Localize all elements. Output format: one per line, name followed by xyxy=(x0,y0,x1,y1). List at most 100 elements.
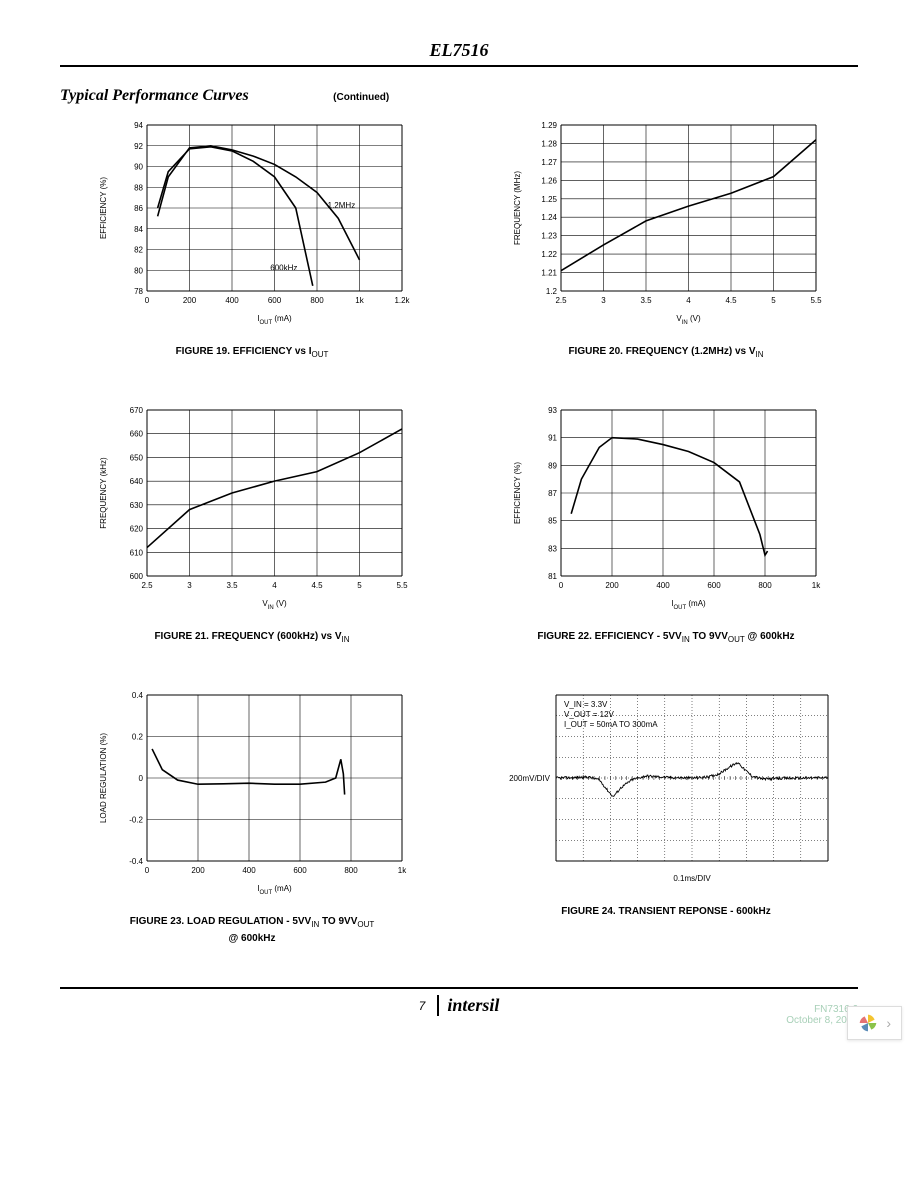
svg-text:V_OUT = 12V: V_OUT = 12V xyxy=(564,710,615,719)
svg-text:0.4: 0.4 xyxy=(132,691,144,700)
svg-text:670: 670 xyxy=(130,406,144,415)
svg-text:0.1ms/DIV: 0.1ms/DIV xyxy=(673,874,711,883)
svg-text:4.5: 4.5 xyxy=(725,296,737,305)
svg-text:630: 630 xyxy=(130,501,144,510)
charts-grid: 02004006008001k1.2k788082848688909294IOU… xyxy=(60,117,858,947)
svg-text:87: 87 xyxy=(548,489,557,498)
svg-text:4.5: 4.5 xyxy=(311,581,323,590)
svg-text:1.26: 1.26 xyxy=(541,176,557,185)
svg-text:VIN (V): VIN (V) xyxy=(262,599,287,611)
svg-text:200: 200 xyxy=(191,866,205,875)
svg-text:0: 0 xyxy=(559,581,564,590)
svg-text:0: 0 xyxy=(145,866,150,875)
svg-text:1.28: 1.28 xyxy=(541,139,557,148)
svg-text:800: 800 xyxy=(310,296,324,305)
svg-text:5.5: 5.5 xyxy=(810,296,822,305)
svg-text:5: 5 xyxy=(771,296,776,305)
chart-svg-19: 02004006008001k1.2k788082848688909294IOU… xyxy=(92,117,412,327)
figure-24: 200mV/DIV 0.1ms/DIV V_IN = 3.3VV_OUT = 12V… xyxy=(474,687,858,948)
svg-text:600: 600 xyxy=(130,572,144,581)
svg-text:LOAD REGULATION (%): LOAD REGULATION (%) xyxy=(99,732,108,822)
svg-text:91: 91 xyxy=(548,433,557,442)
svg-text:-0.2: -0.2 xyxy=(129,815,143,824)
svg-text:660: 660 xyxy=(130,430,144,439)
svg-text:640: 640 xyxy=(130,477,144,486)
svg-text:FREQUENCY (MHz): FREQUENCY (MHz) xyxy=(513,171,522,245)
chart-svg-24: 200mV/DIV 0.1ms/DIV V_IN = 3.3VV_OUT = 12V… xyxy=(496,687,836,887)
svg-text:85: 85 xyxy=(548,516,557,525)
svg-text:0: 0 xyxy=(145,296,150,305)
page-header-title: EL7516 xyxy=(60,40,858,67)
continued-label: (Continued) xyxy=(333,92,389,103)
svg-text:88: 88 xyxy=(134,183,143,192)
svg-text:EFFICIENCY (%): EFFICIENCY (%) xyxy=(99,177,108,239)
svg-text:800: 800 xyxy=(344,866,358,875)
svg-text:1k: 1k xyxy=(355,296,364,305)
svg-text:1k: 1k xyxy=(398,866,407,875)
caption-20: FIGURE 20. FREQUENCY (1.2MHz) vs VIN xyxy=(568,344,763,362)
chart-svg-23: 0 200 400 600 800 1k -0.4 -0.2 0 0.2 0.4 IOUT (mA) L… xyxy=(92,687,412,897)
svg-text:1.2k: 1.2k xyxy=(394,296,410,305)
svg-text:92: 92 xyxy=(134,142,143,151)
svg-text:89: 89 xyxy=(548,461,557,470)
svg-text:1k: 1k xyxy=(812,581,821,590)
svg-text:2.5: 2.5 xyxy=(555,296,567,305)
svg-text:1.29: 1.29 xyxy=(541,121,557,130)
page-footer: 7 intersil xyxy=(60,987,858,1016)
svg-text:610: 610 xyxy=(130,548,144,557)
caption-24: FIGURE 24. TRANSIENT REPONSE - 600kHz xyxy=(561,904,771,920)
figure-21: 2.533.544.555.5600610620630640650660670V… xyxy=(60,402,444,647)
footer-logo: intersil xyxy=(437,995,499,1016)
svg-text:600: 600 xyxy=(707,581,721,590)
svg-text:78: 78 xyxy=(134,287,143,296)
section-title: Typical Performance Curves xyxy=(60,87,249,105)
svg-text:90: 90 xyxy=(134,163,143,172)
svg-text:IOUT (mA): IOUT (mA) xyxy=(257,884,292,896)
svg-text:81: 81 xyxy=(548,572,557,581)
svg-text:600: 600 xyxy=(268,296,282,305)
figure-23: 0 200 400 600 800 1k -0.4 -0.2 0 0.2 0.4 IOUT (mA) L… xyxy=(60,687,444,948)
svg-text:600: 600 xyxy=(293,866,307,875)
svg-text:94: 94 xyxy=(134,121,143,130)
svg-text:650: 650 xyxy=(130,453,144,462)
svg-text:4: 4 xyxy=(272,581,277,590)
figure-19: 02004006008001k1.2k788082848688909294IOU… xyxy=(60,117,444,362)
svg-text:3: 3 xyxy=(187,581,192,590)
svg-text:80: 80 xyxy=(134,266,143,275)
svg-text:3.5: 3.5 xyxy=(226,581,238,590)
figure-22: 02004006008001k81838587899193IOUT (mA)EF… xyxy=(474,402,858,647)
nav-widget[interactable]: › xyxy=(847,1006,902,1040)
chevron-right-icon[interactable]: › xyxy=(886,1015,891,1031)
svg-text:-0.4: -0.4 xyxy=(129,857,143,866)
svg-text:EFFICIENCY (%): EFFICIENCY (%) xyxy=(513,461,522,523)
svg-text:1.2: 1.2 xyxy=(546,287,558,296)
svg-text:200mV/DIV: 200mV/DIV xyxy=(509,774,551,783)
svg-text:200: 200 xyxy=(183,296,197,305)
svg-text:I_OUT = 50mA TO 300mA: I_OUT = 50mA TO 300mA xyxy=(564,720,658,729)
pinwheel-icon xyxy=(858,1013,878,1033)
svg-text:5: 5 xyxy=(357,581,362,590)
svg-text:1.21: 1.21 xyxy=(541,269,557,278)
svg-text:0.2: 0.2 xyxy=(132,732,144,741)
svg-text:3: 3 xyxy=(601,296,606,305)
svg-text:V_IN = 3.3V: V_IN = 3.3V xyxy=(564,700,608,709)
svg-text:0: 0 xyxy=(139,774,144,783)
svg-text:1.24: 1.24 xyxy=(541,213,557,222)
svg-text:1.23: 1.23 xyxy=(541,232,557,241)
figure-20: 2.533.544.555.51.21.211.221.231.241.251.… xyxy=(474,117,858,362)
svg-text:600kHz: 600kHz xyxy=(270,263,297,272)
svg-text:400: 400 xyxy=(225,296,239,305)
svg-text:IOUT (mA): IOUT (mA) xyxy=(257,314,292,326)
svg-text:84: 84 xyxy=(134,225,143,234)
svg-text:620: 620 xyxy=(130,524,144,533)
caption-19: FIGURE 19. EFFICIENCY vs IOUT xyxy=(176,344,329,362)
svg-text:93: 93 xyxy=(548,406,557,415)
svg-text:86: 86 xyxy=(134,204,143,213)
svg-text:800: 800 xyxy=(758,581,772,590)
svg-text:3.5: 3.5 xyxy=(640,296,652,305)
svg-text:400: 400 xyxy=(656,581,670,590)
caption-22: FIGURE 22. EFFICIENCY - 5VVIN TO 9VVOUT … xyxy=(537,629,794,647)
svg-text:83: 83 xyxy=(548,544,557,553)
svg-text:2.5: 2.5 xyxy=(141,581,153,590)
svg-text:400: 400 xyxy=(242,866,256,875)
